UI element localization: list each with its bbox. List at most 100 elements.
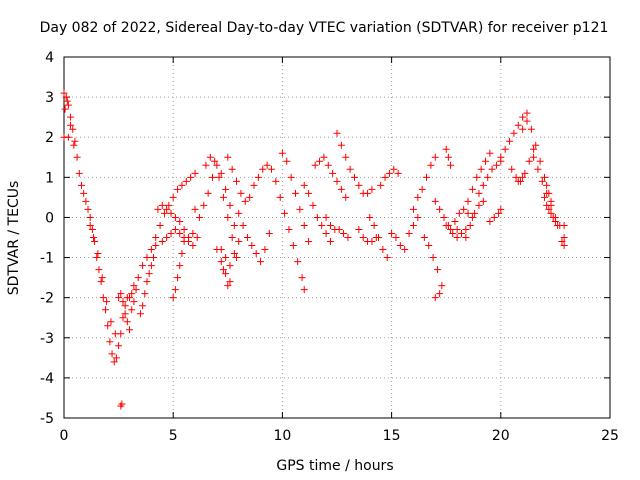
- data-point: [342, 193, 350, 201]
- data-point: [381, 173, 389, 181]
- data-point: [147, 246, 155, 254]
- data-point: [525, 157, 533, 165]
- y-tick-label: -3: [40, 331, 54, 347]
- data-point: [335, 225, 343, 233]
- data-point: [543, 189, 551, 197]
- data-point: [468, 213, 476, 221]
- data-point: [110, 358, 118, 366]
- data-point: [202, 161, 210, 169]
- data-point: [486, 217, 494, 225]
- data-point: [281, 209, 289, 217]
- data-point: [174, 185, 182, 193]
- data-point: [521, 169, 529, 177]
- data-point: [217, 246, 225, 254]
- data-point: [60, 89, 68, 97]
- data-point: [460, 205, 468, 213]
- data-point: [222, 185, 230, 193]
- data-point: [506, 137, 514, 145]
- data-point: [433, 266, 441, 274]
- data-point: [477, 165, 485, 173]
- data-point: [191, 205, 199, 213]
- data-point: [364, 189, 372, 197]
- data-point: [471, 209, 479, 217]
- data-point: [309, 201, 317, 209]
- data-point: [178, 181, 186, 189]
- data-point: [523, 117, 531, 125]
- data-point: [501, 145, 509, 153]
- data-point: [169, 193, 177, 201]
- data-point: [246, 193, 254, 201]
- data-point: [69, 125, 77, 133]
- data-point: [377, 181, 385, 189]
- tick-labels: 0 5 10 15 20 25 -5 -4 -3 -2 -1 0 1 2 3 4: [40, 50, 619, 444]
- y-tick-label: 2: [45, 130, 54, 146]
- data-point: [206, 153, 214, 161]
- data-point: [560, 234, 568, 241]
- x-tick-label: 0: [60, 428, 69, 444]
- data-point: [337, 185, 345, 193]
- data-point: [84, 205, 92, 213]
- data-point: [473, 173, 481, 181]
- data-point: [490, 213, 498, 221]
- data-point: [547, 209, 555, 217]
- data-points: [60, 89, 568, 410]
- data-point: [405, 229, 413, 237]
- data-point: [224, 282, 232, 290]
- data-point: [130, 282, 138, 290]
- x-tick-label: 20: [492, 428, 510, 444]
- data-point: [451, 217, 459, 225]
- data-point: [431, 153, 439, 161]
- data-point: [217, 258, 225, 266]
- data-point: [547, 201, 555, 209]
- data-point: [519, 125, 527, 133]
- data-point: [300, 286, 308, 294]
- data-point: [326, 238, 334, 246]
- data-point: [346, 165, 354, 173]
- data-point: [442, 145, 450, 153]
- data-point: [160, 209, 168, 217]
- data-point: [558, 238, 566, 246]
- data-point: [519, 173, 527, 181]
- data-point: [523, 109, 531, 117]
- data-point: [326, 221, 334, 229]
- data-point: [530, 153, 538, 161]
- data-point: [484, 173, 492, 181]
- data-point: [108, 350, 116, 358]
- x-tick-label: 10: [273, 428, 291, 444]
- data-point: [174, 274, 182, 282]
- data-point: [152, 234, 160, 241]
- data-point: [492, 161, 500, 169]
- data-point: [86, 221, 94, 229]
- data-point: [475, 189, 483, 197]
- data-point: [333, 177, 341, 185]
- data-point: [89, 234, 97, 241]
- data-point: [82, 197, 90, 205]
- y-tick-label: -2: [40, 291, 54, 307]
- data-point: [510, 129, 518, 137]
- data-point: [235, 238, 243, 246]
- data-point: [431, 197, 439, 205]
- data-point: [350, 173, 358, 181]
- data-point: [213, 161, 221, 169]
- data-point: [237, 189, 245, 197]
- data-point: [228, 234, 236, 241]
- data-point: [359, 234, 367, 241]
- data-point: [272, 177, 280, 185]
- data-point: [514, 121, 522, 129]
- data-point: [95, 266, 103, 274]
- y-tick-label: -1: [40, 251, 54, 267]
- data-point: [519, 113, 527, 121]
- data-point: [355, 225, 363, 233]
- data-point: [180, 225, 188, 233]
- data-point: [139, 302, 147, 310]
- data-point: [267, 165, 275, 173]
- data-point: [482, 157, 490, 165]
- data-point: [278, 149, 286, 157]
- data-point: [479, 197, 487, 205]
- data-point: [366, 213, 374, 221]
- data-point: [475, 201, 483, 209]
- data-point: [285, 225, 293, 233]
- data-point: [551, 213, 559, 221]
- data-point: [211, 157, 219, 165]
